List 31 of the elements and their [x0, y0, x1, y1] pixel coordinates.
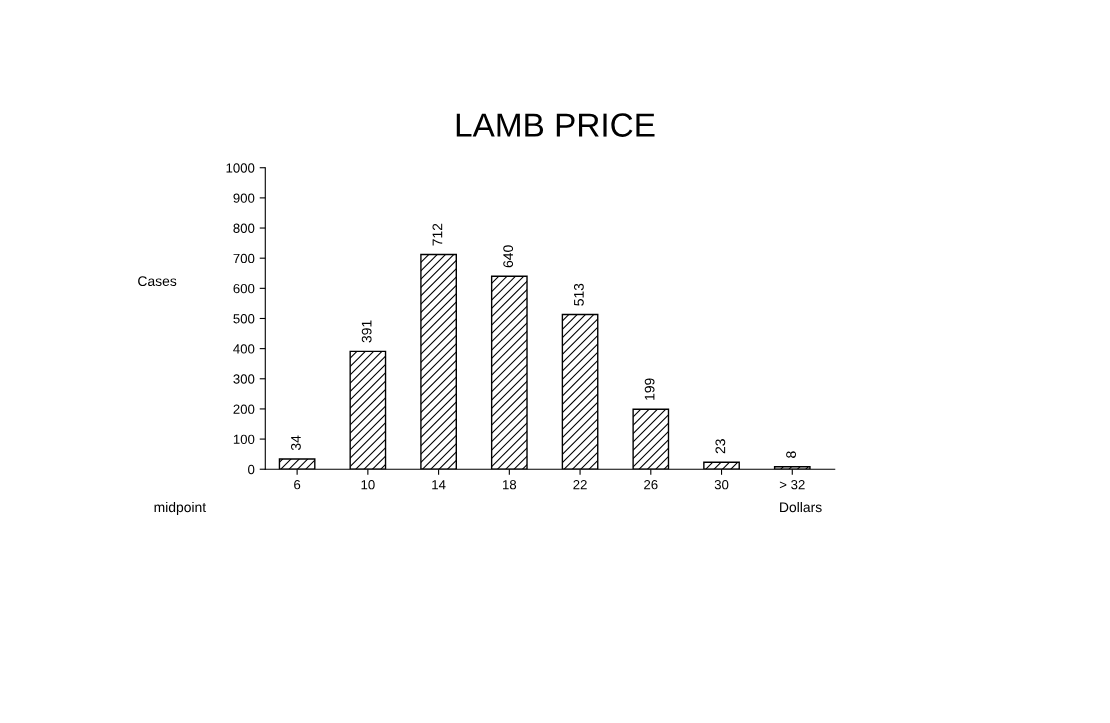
chart-title: LAMB PRICE: [456, 113, 655, 137]
x-tick-label: > 32: [779, 479, 805, 490]
y-tick-label: 700: [233, 253, 255, 264]
y-axis-title: Cases: [138, 276, 177, 287]
y-tick-label: 100: [233, 434, 255, 444]
y-tick-label: 300: [233, 374, 255, 384]
y-tick-label: 600: [233, 283, 255, 294]
y-tick-label: 0: [248, 464, 255, 475]
data-label: 23: [715, 439, 726, 454]
x-tick-label: 14: [432, 480, 446, 490]
data-label: 513: [573, 283, 584, 306]
text: midpoint: [154, 501, 207, 515]
data-label: 34: [291, 435, 301, 451]
x-tick-label: 18: [503, 479, 517, 490]
y-tick-label: 200: [233, 404, 255, 414]
data-label: 712: [432, 223, 443, 246]
y-tick-label: 900: [233, 193, 255, 203]
x-tick-label: 26: [644, 479, 658, 490]
x-tick-label: 30: [714, 479, 729, 490]
x-tick-label: 22: [573, 479, 587, 490]
data-label: 391: [361, 320, 372, 343]
x-axis-title: Dollars: [780, 501, 822, 513]
data-label: 199: [644, 378, 655, 400]
x-tick-label: 10: [361, 479, 375, 490]
y-tick-label: 500: [233, 314, 255, 324]
y-tick-label: 800: [233, 223, 255, 233]
data-label: 8: [786, 451, 797, 458]
y-tick-label: 400: [233, 344, 255, 354]
y-tick-label: 1000: [226, 163, 255, 173]
data-label: 640: [503, 245, 514, 268]
x-tick-label: 6: [294, 479, 301, 490]
